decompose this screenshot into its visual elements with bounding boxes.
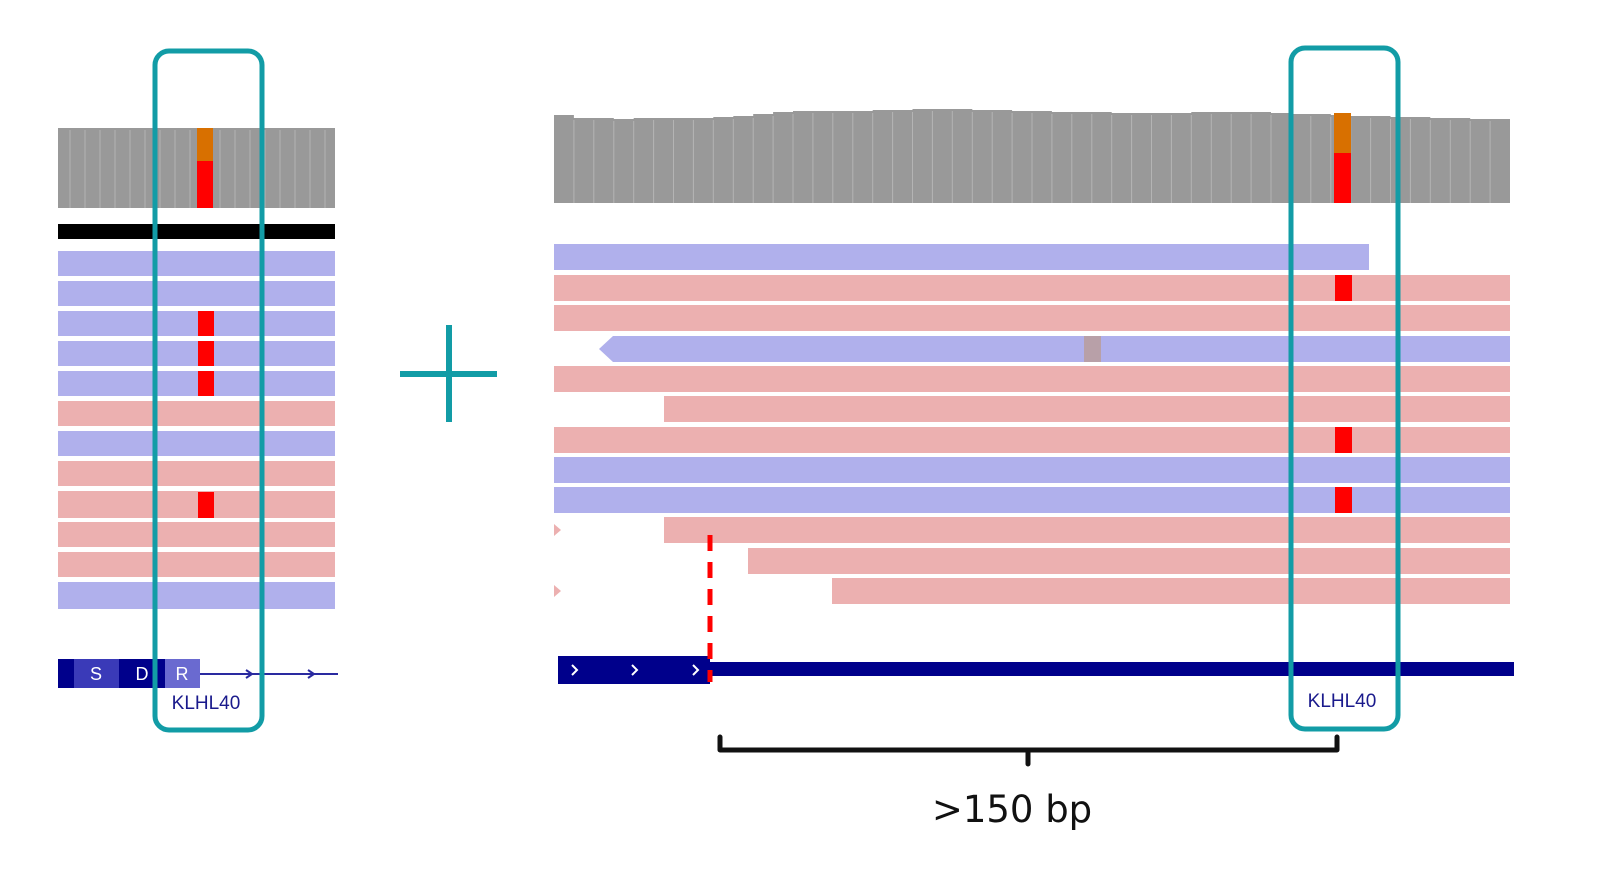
read-reverse (664, 396, 1510, 422)
read-reverse (58, 461, 335, 486)
distance-bracket (717, 734, 1340, 767)
read-reverse (58, 522, 335, 547)
read-forward (58, 431, 335, 456)
left-coverage-mismatch-partial (197, 128, 213, 161)
read-reverse (554, 427, 1510, 453)
read-reverse (554, 366, 1510, 392)
read-reverse (554, 305, 1510, 331)
right-panel: KLHL40 >150 bp (554, 45, 1514, 831)
read-reverse (58, 401, 335, 426)
read-forward (554, 487, 1510, 513)
read-reverse (554, 275, 1510, 301)
read-mismatch (198, 371, 214, 396)
right-gene-label: KLHL40 (1308, 691, 1377, 712)
read-mismatch (1335, 427, 1352, 453)
read-forward (554, 457, 1510, 483)
exon-letter-d: D (136, 664, 149, 684)
right-reads (554, 244, 1510, 604)
read-reverse (58, 491, 335, 518)
read-reverse (748, 548, 1510, 574)
read-mismatch (1335, 487, 1352, 513)
read-reverse (58, 552, 335, 577)
right-gene-track: KLHL40 (558, 656, 1514, 712)
left-gene-label: KLHL40 (172, 693, 241, 714)
read-forward (554, 244, 1369, 270)
left-highlight-box (152, 48, 265, 733)
read-forward (58, 371, 335, 396)
left-black-bar (58, 224, 335, 239)
exon-letter-r: R (176, 664, 189, 684)
read-mismatch (198, 341, 214, 366)
read-reverse (664, 517, 1510, 543)
read-forward (58, 341, 335, 366)
read-forward (58, 251, 335, 276)
right-coverage-mismatch-partial (1334, 113, 1351, 153)
read-mismatch (198, 311, 214, 336)
left-coverage-track (58, 128, 335, 208)
read-forward-clipped (599, 336, 1510, 362)
exon-letter-s: S (90, 664, 102, 684)
left-reads (58, 251, 335, 609)
read-forward (58, 582, 335, 609)
read-mismatch (1335, 275, 1352, 301)
read-mismatch (198, 492, 214, 518)
read-forward (58, 281, 335, 306)
left-coverage-mismatch (197, 161, 213, 208)
distance-label: >150 bp (932, 788, 1092, 831)
plus-icon (400, 325, 497, 422)
read-insertion (1084, 336, 1101, 362)
left-gene-track: S D R KLHL40 (58, 659, 338, 714)
read-reverse (832, 578, 1510, 604)
read-forward (58, 311, 335, 336)
right-coverage-mismatch (1334, 153, 1351, 203)
right-coverage-track (554, 109, 1510, 203)
right-highlight-box (1288, 45, 1401, 732)
left-panel: S D R KLHL40 (58, 48, 338, 733)
